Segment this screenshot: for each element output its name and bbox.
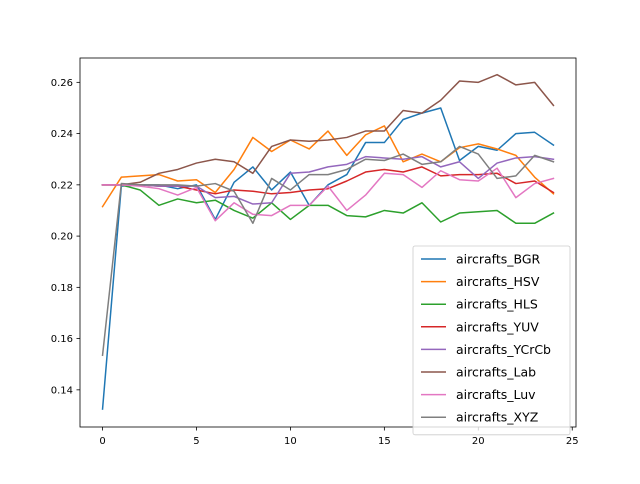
series-line-aircrafts_YCrCb — [101, 155, 555, 205]
y-tick-label: 0.24 — [51, 129, 73, 140]
legend-label: aircrafts_YCrCb — [456, 342, 551, 357]
series-line-aircrafts_BGR — [101, 107, 555, 410]
x-tick-label: 10 — [284, 436, 297, 447]
x-tick-label: 25 — [566, 436, 579, 447]
series-line-aircrafts_Luv — [101, 167, 555, 222]
series-line-aircrafts_HLS — [101, 184, 555, 225]
y-tick-label: 0.14 — [51, 385, 73, 396]
legend-label: aircrafts_Luv — [456, 387, 536, 402]
y-tick-label: 0.22 — [51, 180, 73, 191]
axes-frame — [79, 57, 577, 428]
legend-label: aircrafts_HLS — [456, 297, 538, 312]
axes-layer: 0 5 10 15 20 25 0.14 0.16 0.18 0.20 0.22 0.24 0.26 — [51, 57, 579, 447]
x-tick-label: 5 — [193, 436, 199, 447]
y-tick-label: 0.18 — [51, 283, 73, 294]
legend-label: aircrafts_YUV — [456, 319, 539, 334]
legend-label: aircrafts_HSV — [456, 274, 540, 289]
x-tick-label: 0 — [99, 436, 105, 447]
series-layer — [101, 73, 555, 410]
series-line-aircrafts_HSV — [101, 125, 555, 208]
legend-box — [412, 245, 571, 436]
y-tick-label: 0.20 — [51, 232, 73, 243]
legend-label: aircrafts_BGR — [456, 252, 541, 267]
legend: aircrafts_BGR aircrafts_HSV aircrafts_HLSa… — [412, 245, 571, 436]
series-line-aircrafts_Lab — [101, 73, 555, 186]
y-tick-label: 0.26 — [51, 78, 73, 89]
y-tick-label: 0.16 — [51, 334, 73, 345]
x-tick-label: 15 — [378, 436, 391, 447]
x-tick-label: 20 — [472, 436, 485, 447]
series-line-aircrafts_XYZ — [101, 145, 555, 357]
legend-label: aircrafts_Lab — [456, 365, 536, 380]
legend-label: aircrafts_XYZ — [456, 410, 538, 425]
